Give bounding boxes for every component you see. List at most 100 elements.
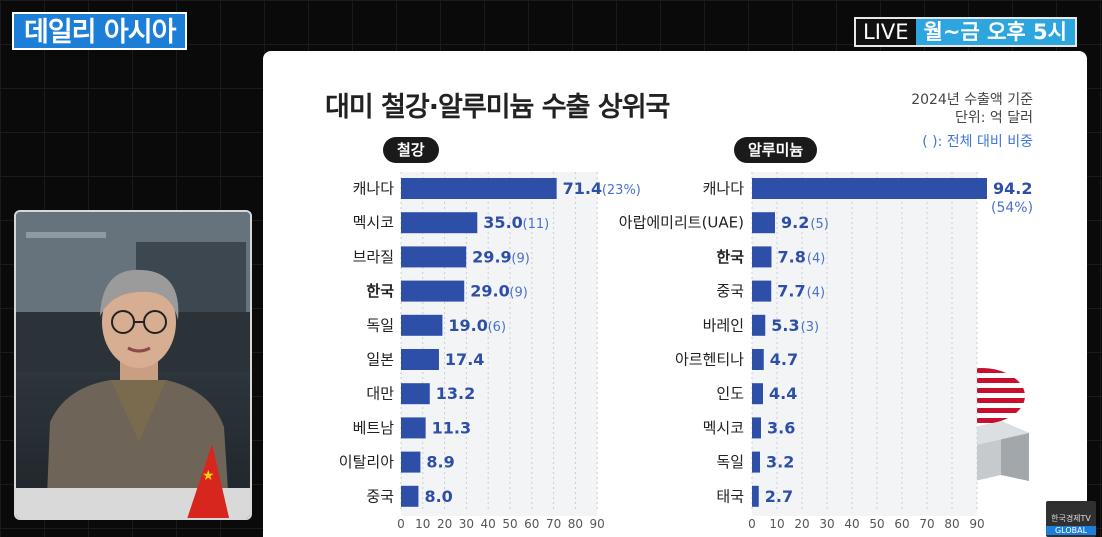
bar: [752, 451, 760, 473]
category-label: 인도: [716, 385, 744, 403]
tick-label: 50: [502, 517, 517, 531]
category-label: 멕시코: [703, 419, 744, 437]
category-label: 태국: [716, 487, 744, 505]
value-label: 9.2: [781, 213, 809, 232]
tick-label: 60: [524, 517, 539, 531]
value-label: 29.0: [470, 282, 509, 301]
category-label: 캐나다: [353, 180, 395, 198]
share-label: (23%): [602, 183, 641, 198]
value-label: 4.4: [769, 384, 797, 403]
share-label: (5): [810, 217, 828, 232]
bar-charts: 0 10 20 30 40 50 60 70 80 90 캐나다 71.4 (23%) 멕시코 35.0 (1…: [339, 172, 1033, 531]
value-label: 71.4: [563, 179, 602, 198]
value-label: 7.8: [778, 247, 806, 266]
bar: [752, 349, 764, 370]
value-label: 5.3: [771, 316, 799, 335]
note-share: ( ): 전체 대비 비중: [922, 134, 1033, 150]
tick-label: 70: [919, 517, 934, 531]
value-label: 8.0: [424, 487, 452, 506]
note-basis: 2024년 수출액 기준: [911, 92, 1033, 108]
tick-label: 70: [546, 517, 561, 531]
value-label: 3.6: [767, 418, 795, 437]
category-label: 중국: [366, 487, 394, 505]
aluminum-chart: 0 10 20 30 40 50 60 70 80 90 캐나다 94.2 (54%) 아랍에미리트(UA…: [619, 172, 1033, 531]
svg-text:★: ★: [202, 468, 215, 484]
note-unit: 단위: 억 달러: [954, 110, 1033, 126]
schedule-label: 월~금 오후 5시: [915, 19, 1075, 45]
bar: [752, 417, 761, 439]
presenter-video: ★: [14, 210, 252, 520]
tick-label: 80: [568, 517, 583, 531]
bar: [401, 451, 421, 473]
category-label: 아랍에미리트(UAE): [619, 214, 744, 232]
category-label: 바레인: [703, 316, 744, 334]
presenter-figure: ★: [16, 212, 250, 518]
value-label: 94.2: [993, 179, 1032, 198]
tick-label: 90: [969, 517, 984, 531]
bar: [752, 178, 987, 199]
value-label: 11.3: [432, 418, 471, 437]
broadcaster-badge: 한국경제TV GLOBAL: [1046, 501, 1096, 537]
category-label: 이탈리아: [339, 453, 394, 471]
live-schedule-badge: LIVE 월~금 오후 5시: [854, 17, 1077, 47]
tick-label: 20: [794, 517, 809, 531]
plot-area: [752, 172, 977, 516]
share-label: (54%): [991, 200, 1033, 216]
category-label: 대만: [366, 385, 394, 403]
bar: [401, 246, 467, 268]
tick-label: 80: [944, 517, 959, 531]
bar: [752, 314, 766, 336]
aluminum-section-label: 알루미늄: [734, 137, 818, 163]
category-label: 브라질: [353, 248, 394, 266]
share-label: (6): [488, 320, 506, 335]
bar: [401, 383, 430, 405]
bar: [401, 417, 426, 439]
bar: [752, 485, 759, 507]
tick-label: 0: [748, 517, 756, 531]
bar: [752, 280, 772, 302]
tick-label: 40: [481, 517, 496, 531]
category-label: 한국: [366, 282, 394, 300]
bar: [752, 212, 775, 234]
steel-section-label: 철강: [383, 137, 439, 163]
category-label: 한국: [716, 248, 744, 266]
tick-label: 60: [894, 517, 909, 531]
category-label: 독일: [716, 453, 744, 471]
tick-label: 30: [459, 517, 474, 531]
share-label: (4): [807, 286, 825, 301]
steel-chart: 0 10 20 30 40 50 60 70 80 90 캐나다 71.4 (23%) 멕시코 35.0 (1…: [339, 172, 641, 531]
tick-label: 20: [437, 517, 452, 531]
category-label: 일본: [366, 351, 394, 369]
category-label: 아르헨티나: [675, 351, 744, 369]
live-label: LIVE: [856, 19, 916, 45]
tick-label: 0: [397, 517, 405, 531]
share-label: (3): [801, 320, 819, 335]
bar: [401, 280, 465, 302]
category-label: 베트남: [353, 419, 395, 437]
value-label: 7.7: [777, 282, 805, 301]
value-label: 29.9: [472, 247, 511, 266]
tick-label: 10: [769, 517, 784, 531]
bar: [752, 246, 772, 268]
value-label: 35.0: [483, 213, 522, 232]
tick-label: 50: [869, 517, 884, 531]
share-label: (11): [523, 217, 550, 232]
share-label: (9): [511, 251, 529, 266]
category-label: 멕시코: [353, 214, 394, 232]
bar: [401, 349, 439, 370]
bar: [401, 485, 419, 507]
chart-title: 대미 철강·알루미늄 수출 상위국: [325, 92, 670, 123]
category-label: 독일: [366, 316, 394, 334]
chart-card: 대미 철강·알루미늄 수출 상위국 2024년 수출액 기준 단위: 억 달러 …: [263, 51, 1087, 537]
category-label: 중국: [716, 282, 744, 300]
tick-label: 10: [415, 517, 430, 531]
value-label: 13.2: [436, 384, 475, 403]
category-label: 캐나다: [703, 180, 745, 198]
tick-label: 30: [819, 517, 834, 531]
value-label: 4.7: [770, 350, 798, 369]
broadcaster-name: 한국경제TV: [1051, 514, 1091, 523]
value-label: 2.7: [765, 487, 793, 506]
value-label: 17.4: [445, 350, 484, 369]
bar: [401, 178, 557, 199]
